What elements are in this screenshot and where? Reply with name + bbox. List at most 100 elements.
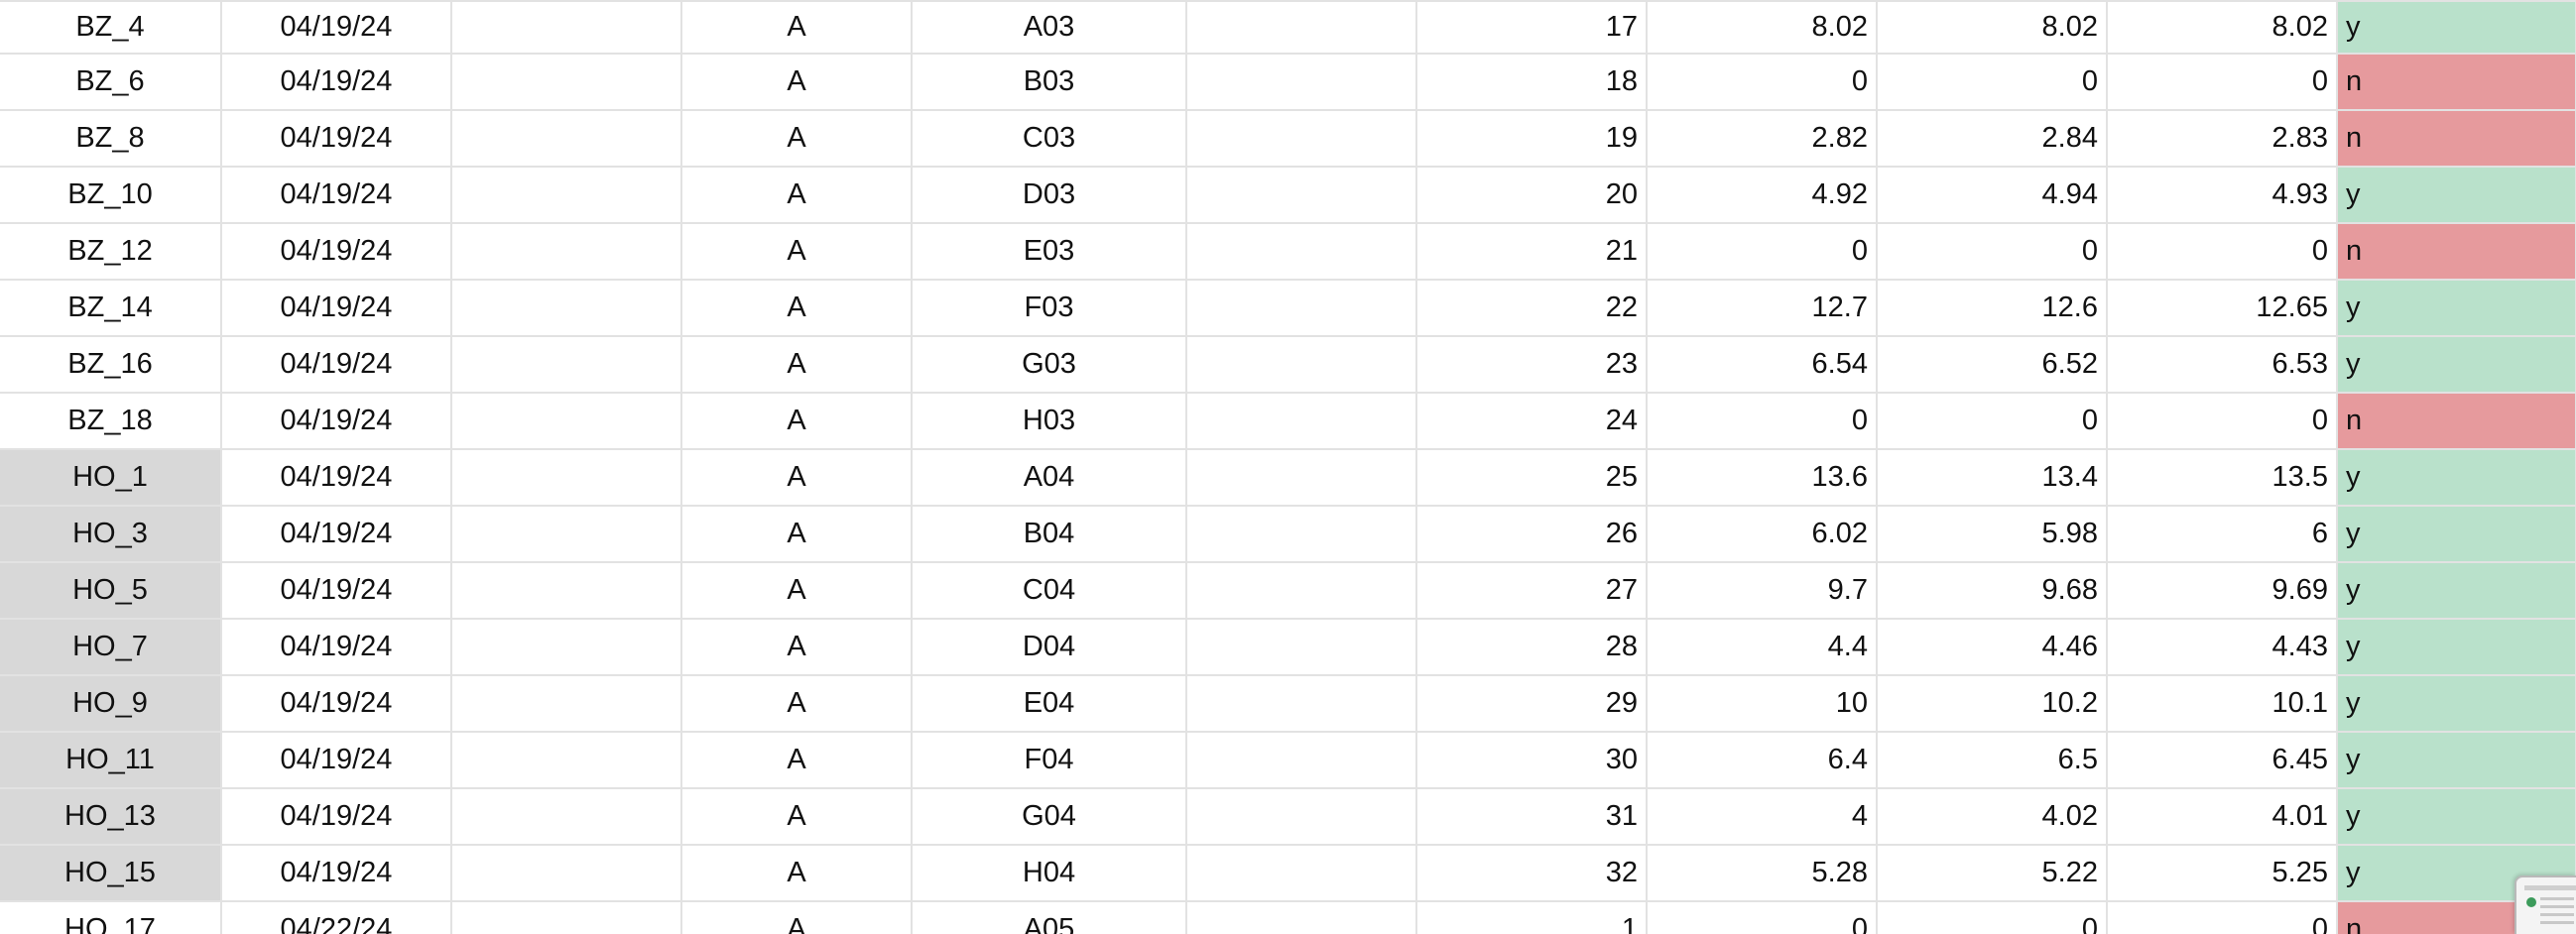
cell-date[interactable]: 04/19/24	[221, 167, 452, 224]
cell-sample[interactable]: HO_15	[0, 845, 222, 902]
cell-empty[interactable]	[1186, 845, 1417, 902]
cell-average[interactable]: 4.01	[2107, 788, 2338, 846]
cell-index[interactable]: 24	[1416, 393, 1648, 450]
cell-group[interactable]: A	[681, 506, 913, 563]
cell-value-2[interactable]: 13.4	[1877, 449, 2108, 507]
cell-empty[interactable]	[451, 280, 682, 337]
cell-value-1[interactable]: 6.4	[1647, 732, 1878, 789]
cell-well[interactable]: A04	[912, 449, 1187, 507]
cell-flag[interactable]: y	[2337, 336, 2576, 394]
cell-date[interactable]: 04/19/24	[221, 110, 452, 168]
cell-value-2[interactable]: 2.84	[1877, 110, 2108, 168]
cell-sample[interactable]: BZ_8	[0, 110, 222, 168]
cell-average[interactable]: 9.69	[2107, 562, 2338, 620]
cell-sample[interactable]: HO_5	[0, 562, 222, 620]
cell-flag[interactable]: y	[2337, 449, 2576, 507]
cell-well[interactable]: C03	[912, 110, 1187, 168]
cell-index[interactable]: 23	[1416, 336, 1648, 394]
cell-value-1[interactable]: 4.92	[1647, 167, 1878, 224]
cell-index[interactable]: 22	[1416, 280, 1648, 337]
cell-well[interactable]: A05	[912, 901, 1187, 934]
cell-average[interactable]: 6.45	[2107, 732, 2338, 789]
cell-index[interactable]: 21	[1416, 223, 1648, 281]
cell-well[interactable]: C04	[912, 562, 1187, 620]
cell-index[interactable]: 29	[1416, 675, 1648, 733]
cell-empty[interactable]	[1186, 0, 1417, 55]
cell-group[interactable]: A	[681, 110, 913, 168]
cell-value-1[interactable]: 0	[1647, 223, 1878, 281]
cell-date[interactable]: 04/19/24	[221, 223, 452, 281]
cell-flag[interactable]: y	[2337, 167, 2576, 224]
cell-average[interactable]: 5.25	[2107, 845, 2338, 902]
cell-index[interactable]: 27	[1416, 562, 1648, 620]
cell-value-2[interactable]: 0	[1877, 393, 2108, 450]
cell-empty[interactable]	[451, 54, 682, 111]
cell-empty[interactable]	[1186, 223, 1417, 281]
cell-empty[interactable]	[451, 449, 682, 507]
cell-group[interactable]: A	[681, 562, 913, 620]
cell-value-2[interactable]: 4.02	[1877, 788, 2108, 846]
screenshot-thumbnail-icon[interactable]	[2515, 876, 2576, 934]
cell-value-1[interactable]: 4.4	[1647, 619, 1878, 676]
cell-value-1[interactable]: 13.6	[1647, 449, 1878, 507]
cell-flag[interactable]: y	[2337, 562, 2576, 620]
cell-empty[interactable]	[451, 845, 682, 902]
cell-flag[interactable]: y	[2337, 506, 2576, 563]
cell-date[interactable]: 04/19/24	[221, 506, 452, 563]
cell-group[interactable]: A	[681, 393, 913, 450]
cell-flag[interactable]: y	[2337, 732, 2576, 789]
cell-date[interactable]: 04/19/24	[221, 0, 452, 55]
cell-empty[interactable]	[451, 223, 682, 281]
cell-well[interactable]: B03	[912, 54, 1187, 111]
cell-well[interactable]: D04	[912, 619, 1187, 676]
cell-flag[interactable]: y	[2337, 280, 2576, 337]
cell-empty[interactable]	[451, 167, 682, 224]
cell-sample[interactable]: HO_9	[0, 675, 222, 733]
cell-empty[interactable]	[451, 901, 682, 934]
cell-value-2[interactable]: 8.02	[1877, 0, 2108, 55]
cell-well[interactable]: H04	[912, 845, 1187, 902]
cell-group[interactable]: A	[681, 0, 913, 55]
cell-value-2[interactable]: 10.2	[1877, 675, 2108, 733]
cell-average[interactable]: 8.02	[2107, 0, 2338, 55]
cell-sample[interactable]: BZ_18	[0, 393, 222, 450]
cell-empty[interactable]	[451, 788, 682, 846]
cell-index[interactable]: 30	[1416, 732, 1648, 789]
cell-empty[interactable]	[451, 619, 682, 676]
cell-value-1[interactable]: 4	[1647, 788, 1878, 846]
cell-group[interactable]: A	[681, 280, 913, 337]
cell-value-2[interactable]: 12.6	[1877, 280, 2108, 337]
cell-group[interactable]: A	[681, 449, 913, 507]
cell-empty[interactable]	[1186, 167, 1417, 224]
cell-well[interactable]: F03	[912, 280, 1187, 337]
cell-sample[interactable]: BZ_4	[0, 0, 222, 55]
cell-index[interactable]: 32	[1416, 845, 1648, 902]
cell-empty[interactable]	[451, 393, 682, 450]
cell-empty[interactable]	[1186, 336, 1417, 394]
cell-empty[interactable]	[1186, 562, 1417, 620]
cell-well[interactable]: E03	[912, 223, 1187, 281]
cell-empty[interactable]	[451, 732, 682, 789]
cell-sample[interactable]: HO_7	[0, 619, 222, 676]
cell-well[interactable]: E04	[912, 675, 1187, 733]
cell-empty[interactable]	[451, 110, 682, 168]
cell-group[interactable]: A	[681, 845, 913, 902]
cell-sample[interactable]: BZ_10	[0, 167, 222, 224]
cell-group[interactable]: A	[681, 788, 913, 846]
cell-sample[interactable]: BZ_16	[0, 336, 222, 394]
cell-group[interactable]: A	[681, 167, 913, 224]
cell-average[interactable]: 6	[2107, 506, 2338, 563]
cell-value-1[interactable]: 0	[1647, 54, 1878, 111]
cell-average[interactable]: 0	[2107, 393, 2338, 450]
cell-group[interactable]: A	[681, 901, 913, 934]
cell-flag[interactable]: y	[2337, 0, 2576, 55]
cell-sample[interactable]: HO_1	[0, 449, 222, 507]
cell-empty[interactable]	[1186, 901, 1417, 934]
cell-sample[interactable]: BZ_12	[0, 223, 222, 281]
cell-average[interactable]: 2.83	[2107, 110, 2338, 168]
cell-empty[interactable]	[1186, 619, 1417, 676]
cell-index[interactable]: 17	[1416, 0, 1648, 55]
cell-value-2[interactable]: 4.94	[1877, 167, 2108, 224]
cell-value-2[interactable]: 0	[1877, 54, 2108, 111]
cell-value-2[interactable]: 9.68	[1877, 562, 2108, 620]
